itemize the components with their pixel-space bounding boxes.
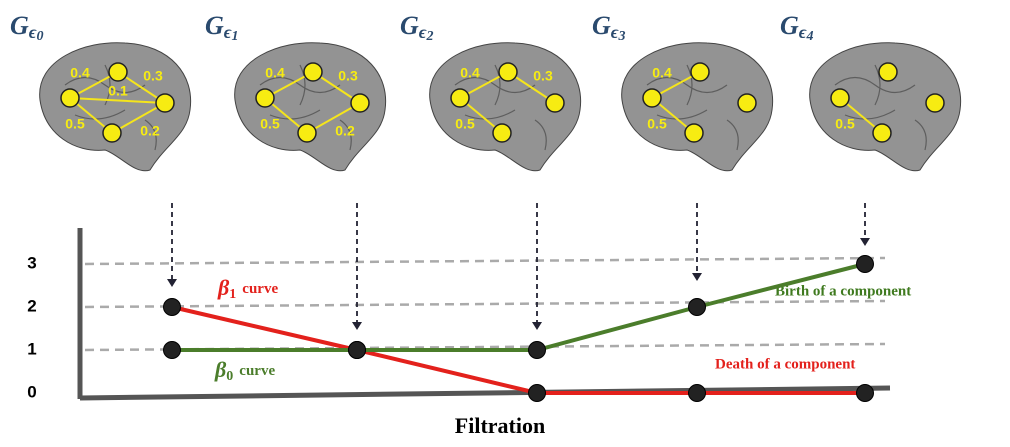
y-tick-label: 3 xyxy=(27,253,36,272)
curve-label: β1 curve xyxy=(217,275,278,302)
node xyxy=(873,124,891,142)
node xyxy=(738,94,756,112)
node xyxy=(926,94,944,112)
edge-weight: 0.3 xyxy=(338,68,358,84)
curve-point xyxy=(689,299,706,316)
graph-index: 0 xyxy=(37,29,44,44)
curve-point xyxy=(529,385,546,402)
node xyxy=(493,124,511,142)
edge-weight: 0.3 xyxy=(143,68,163,84)
edge-weight: 0.4 xyxy=(265,65,285,81)
edge-weight: 0.3 xyxy=(533,68,553,84)
node xyxy=(831,89,849,107)
grid-line xyxy=(85,301,885,307)
curve-symbol: β xyxy=(214,357,227,382)
edge-weight: 0.2 xyxy=(335,123,355,139)
edge-weight: 0.5 xyxy=(647,116,667,132)
arrow-head xyxy=(692,273,702,281)
curve-point xyxy=(164,299,181,316)
edge-weight: 0.4 xyxy=(652,65,672,81)
edge-weight: 0.5 xyxy=(65,116,85,132)
curve-index: 1 xyxy=(229,287,236,302)
arrow-head xyxy=(860,238,870,246)
birth-annotation: Birth of a component xyxy=(775,283,911,299)
curve-text: curve xyxy=(239,363,275,379)
curve-text: curve xyxy=(242,281,278,297)
edge-weight: 0.5 xyxy=(260,116,280,132)
node xyxy=(61,89,79,107)
curve-point xyxy=(857,256,874,273)
curve-point xyxy=(857,385,874,402)
node xyxy=(156,94,174,112)
curve-label: β0 curve xyxy=(214,357,275,384)
arrow-head xyxy=(167,279,177,287)
graph-symbol: G xyxy=(400,11,419,40)
graph-label: Gϵ1 xyxy=(205,11,239,44)
graph-symbol: G xyxy=(205,11,224,40)
node xyxy=(691,63,709,81)
diagram: Filtration Birth of a component Death of… xyxy=(0,0,1010,447)
x-label: Filtration xyxy=(455,413,545,438)
edge-weight: 0.4 xyxy=(70,65,90,81)
arrow-head xyxy=(352,322,362,330)
node xyxy=(103,124,121,142)
y-tick-label: 1 xyxy=(27,339,36,358)
edge-weight: 0.2 xyxy=(140,123,160,139)
node xyxy=(298,124,316,142)
node xyxy=(685,124,703,142)
edge-weight: 0.5 xyxy=(835,116,855,132)
y-tick-label: 0 xyxy=(27,382,36,401)
grid-line xyxy=(85,258,885,264)
graph-index: 1 xyxy=(232,29,239,44)
curve-symbol: β xyxy=(217,275,230,300)
node xyxy=(643,89,661,107)
y-tick-label: 2 xyxy=(27,296,36,315)
graph-symbol: G xyxy=(592,11,611,40)
graph-label: Gϵ3 xyxy=(592,11,626,44)
node xyxy=(351,94,369,112)
curve-line xyxy=(172,264,865,350)
curve-point xyxy=(689,385,706,402)
graph-label: Gϵ0 xyxy=(10,11,44,44)
curve-point xyxy=(349,342,366,359)
node xyxy=(304,63,322,81)
edge-weight: 0.4 xyxy=(460,65,480,81)
edge-weight: 0.5 xyxy=(455,116,475,132)
node xyxy=(546,94,564,112)
curve-point xyxy=(529,342,546,359)
graph-label: Gϵ2 xyxy=(400,11,434,44)
arrow-head xyxy=(532,322,542,330)
curve-index: 0 xyxy=(226,369,233,384)
node xyxy=(451,89,469,107)
graph-symbol: G xyxy=(780,11,799,40)
graph-index: 3 xyxy=(618,29,626,44)
graph-symbol: G xyxy=(10,11,29,40)
curve-point xyxy=(164,342,181,359)
node xyxy=(499,63,517,81)
node xyxy=(879,63,897,81)
death-annotation: Death of a component xyxy=(715,356,855,372)
node xyxy=(109,63,127,81)
graph-label: Gϵ4 xyxy=(780,11,814,44)
node xyxy=(256,89,274,107)
edge-weight: 0.1 xyxy=(108,83,128,99)
graph-index: 2 xyxy=(426,29,434,44)
graph-index: 4 xyxy=(806,29,814,44)
